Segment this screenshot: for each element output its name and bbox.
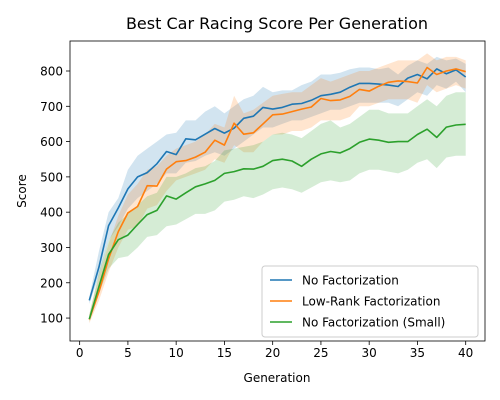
plot-frame xyxy=(69,40,486,342)
legend-label-1: No Factorization xyxy=(302,274,399,288)
x-tick-label: 0 xyxy=(76,346,84,360)
x-tick-label: 40 xyxy=(458,346,473,360)
x-tick-label: 30 xyxy=(362,346,377,360)
x-tick-label: 15 xyxy=(217,346,232,360)
legend: No Factorization Low-Rank Factorization No… xyxy=(261,265,479,338)
y-axis-label: Score xyxy=(15,174,29,208)
x-tick-label: 25 xyxy=(313,346,328,360)
series-line-1 xyxy=(88,68,467,301)
series-band-3 xyxy=(89,92,466,322)
legend-box xyxy=(261,265,479,338)
axes: 0 5 10 15 20 25 30 35 40 100 200 300 400 500 600 700 800 xyxy=(40,40,486,360)
series-band-1 xyxy=(89,56,466,304)
x-tick-label: 20 xyxy=(265,346,280,360)
x-tick-label: 5 xyxy=(124,346,132,360)
y-tick-label: 400 xyxy=(40,206,63,220)
x-axis-label: Generation xyxy=(244,371,311,385)
y-tick-label: 500 xyxy=(40,170,63,184)
y-tick-label: 600 xyxy=(40,135,63,149)
y-tick-label: 300 xyxy=(40,241,63,255)
series-line-3 xyxy=(88,123,466,320)
y-tick-label: 700 xyxy=(40,100,63,114)
x-tick-label: 35 xyxy=(410,346,425,360)
x-tick-label: 10 xyxy=(169,346,184,360)
legend-label-3: No Factorization (Small) xyxy=(302,316,445,330)
y-tick-label: 800 xyxy=(40,65,63,79)
y-tick-label: 200 xyxy=(40,276,63,290)
y-tick-label: 100 xyxy=(40,312,63,326)
series-line-2 xyxy=(88,66,466,320)
legend-label-2: Low-Rank Factorization xyxy=(302,295,440,309)
confidence-bands xyxy=(89,53,466,324)
chart-title: Best Car Racing Score Per Generation xyxy=(126,14,428,33)
series-band-2 xyxy=(89,53,466,324)
series-lines xyxy=(88,66,467,320)
